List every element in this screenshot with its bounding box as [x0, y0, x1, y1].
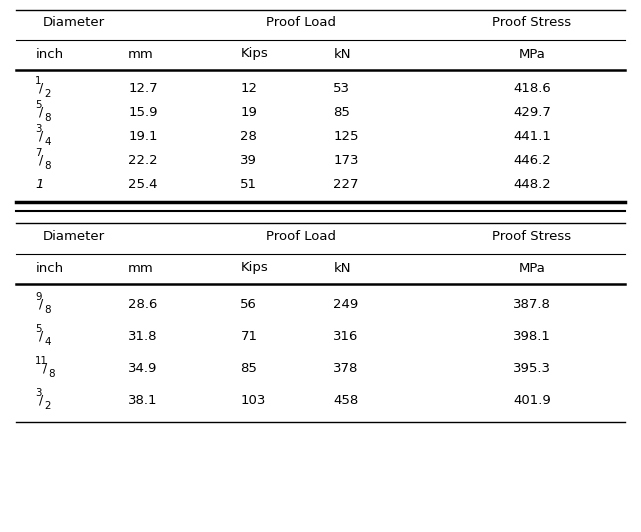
Text: 15.9: 15.9: [128, 105, 158, 119]
Text: 85: 85: [240, 362, 257, 375]
Text: 19: 19: [240, 105, 257, 119]
Text: /: /: [39, 105, 44, 119]
Text: mm: mm: [128, 262, 154, 275]
Text: 25.4: 25.4: [128, 178, 158, 190]
Text: 3: 3: [35, 388, 42, 398]
Text: 8: 8: [44, 161, 51, 171]
Text: Kips: Kips: [240, 262, 268, 275]
Text: 316: 316: [333, 329, 359, 343]
Text: Proof Load: Proof Load: [266, 230, 337, 244]
Text: 401.9: 401.9: [513, 394, 551, 406]
Text: 173: 173: [333, 154, 359, 167]
Text: 9: 9: [35, 292, 42, 302]
Text: MPa: MPa: [519, 47, 545, 61]
Text: 103: 103: [240, 394, 266, 406]
Text: Diameter: Diameter: [43, 230, 104, 244]
Text: 446.2: 446.2: [513, 154, 551, 167]
Text: 31.8: 31.8: [128, 329, 158, 343]
Text: 227: 227: [333, 178, 359, 190]
Text: 2: 2: [44, 89, 51, 99]
Text: /: /: [39, 297, 44, 311]
Text: 28: 28: [240, 129, 257, 143]
Text: Proof Stress: Proof Stress: [492, 230, 572, 244]
Text: 11: 11: [35, 356, 48, 366]
Text: 39: 39: [240, 154, 257, 167]
Text: Proof Stress: Proof Stress: [492, 16, 572, 29]
Text: 4: 4: [44, 337, 51, 347]
Text: inch: inch: [35, 262, 63, 275]
Text: 418.6: 418.6: [513, 81, 551, 95]
Text: 34.9: 34.9: [128, 362, 158, 375]
Text: 51: 51: [240, 178, 258, 190]
Text: /: /: [39, 394, 44, 406]
Text: 4: 4: [44, 137, 51, 147]
Text: 8: 8: [44, 305, 51, 315]
Text: 448.2: 448.2: [513, 178, 551, 190]
Text: 441.1: 441.1: [513, 129, 551, 143]
Text: Kips: Kips: [240, 47, 268, 61]
Text: 5: 5: [35, 324, 42, 334]
Text: 1: 1: [35, 76, 42, 86]
Text: 85: 85: [333, 105, 350, 119]
Text: 28.6: 28.6: [128, 297, 158, 311]
Text: 19.1: 19.1: [128, 129, 158, 143]
Text: 56: 56: [240, 297, 257, 311]
Text: 2: 2: [44, 401, 51, 411]
Text: /: /: [43, 362, 47, 375]
Text: kN: kN: [333, 47, 351, 61]
Text: 429.7: 429.7: [513, 105, 551, 119]
Text: MPa: MPa: [519, 262, 545, 275]
Text: mm: mm: [128, 47, 154, 61]
Text: kN: kN: [333, 262, 351, 275]
Text: 12: 12: [240, 81, 258, 95]
Text: /: /: [39, 329, 44, 343]
Text: 12.7: 12.7: [128, 81, 158, 95]
Text: 3: 3: [35, 124, 42, 134]
Text: Diameter: Diameter: [43, 16, 104, 29]
Text: 125: 125: [333, 129, 359, 143]
Text: Proof Load: Proof Load: [266, 16, 337, 29]
Text: 458: 458: [333, 394, 358, 406]
Text: 1: 1: [35, 178, 44, 190]
Text: 395.3: 395.3: [513, 362, 551, 375]
Text: 22.2: 22.2: [128, 154, 158, 167]
Text: 5: 5: [35, 100, 42, 110]
Text: inch: inch: [35, 47, 63, 61]
Text: 53: 53: [333, 81, 351, 95]
Text: 7: 7: [35, 148, 42, 158]
Text: 38.1: 38.1: [128, 394, 158, 406]
Text: 398.1: 398.1: [513, 329, 551, 343]
Text: /: /: [39, 154, 44, 167]
Text: 8: 8: [44, 113, 51, 123]
Text: 249: 249: [333, 297, 358, 311]
Text: 387.8: 387.8: [513, 297, 551, 311]
Text: /: /: [39, 129, 44, 143]
Text: 8: 8: [48, 369, 54, 379]
Text: /: /: [39, 81, 44, 95]
Text: 378: 378: [333, 362, 359, 375]
Text: 71: 71: [240, 329, 258, 343]
